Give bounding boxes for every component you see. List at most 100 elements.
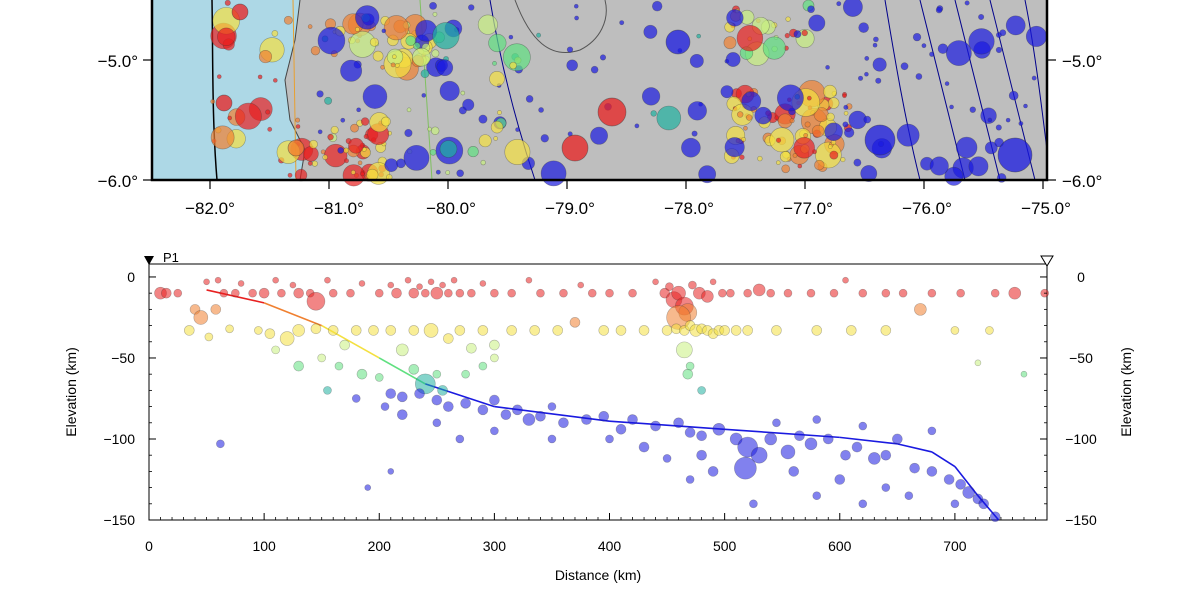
event-point <box>709 278 717 286</box>
event-point <box>327 325 339 336</box>
map-event <box>217 27 236 47</box>
event-point <box>264 328 276 339</box>
y-axis-label-left: Elevation (km) <box>63 347 79 436</box>
map-event <box>921 43 927 49</box>
lon-label-4: −79.0° <box>545 199 595 218</box>
event-point <box>339 339 351 351</box>
map-event <box>478 114 488 124</box>
map-event <box>413 42 421 50</box>
event-point <box>210 304 222 315</box>
map-event <box>462 98 475 111</box>
map-event <box>964 0 970 6</box>
map-event <box>287 139 305 157</box>
profile-panel: P1 0 100 200 300 400 500 600 700 0 0 −50 −50 −100 −10… <box>63 250 1134 583</box>
y-tick-label-right: −100 <box>1065 431 1097 447</box>
event-point <box>408 364 420 375</box>
map-event <box>825 65 830 70</box>
map-event <box>741 137 747 142</box>
map-event <box>489 71 505 87</box>
map-event <box>384 158 399 172</box>
map-event <box>968 28 995 55</box>
map-event <box>864 124 896 156</box>
event-point <box>880 449 892 461</box>
event-point <box>173 288 183 298</box>
map-event <box>793 136 815 159</box>
map-event <box>431 49 440 58</box>
event-point <box>914 303 927 316</box>
event-point <box>396 409 408 420</box>
event-point <box>450 276 458 284</box>
event-point <box>985 326 994 335</box>
map-contour-6 <box>1024 0 1048 151</box>
event-point <box>374 373 384 382</box>
event-point <box>627 414 638 425</box>
map-event <box>540 134 549 143</box>
map-event <box>215 94 233 112</box>
map-event <box>307 160 313 166</box>
event-point <box>780 444 796 460</box>
event-point <box>840 449 851 461</box>
event-point <box>909 462 920 474</box>
event-point <box>858 288 868 298</box>
map-event <box>875 77 882 84</box>
map-event <box>357 160 363 166</box>
map-event <box>872 57 887 72</box>
event-point <box>204 332 214 342</box>
map-contour-2 <box>884 0 921 181</box>
event-point <box>522 413 536 426</box>
map-event <box>504 139 531 165</box>
event-point <box>665 282 674 291</box>
event-point <box>990 288 1000 298</box>
map-event <box>792 153 798 158</box>
event-point <box>577 281 585 289</box>
map-event <box>743 125 748 131</box>
map-event <box>736 24 764 52</box>
map-event <box>311 160 318 167</box>
event-point <box>432 369 442 379</box>
event-point <box>387 468 395 475</box>
map-event <box>502 43 531 72</box>
map-event <box>929 51 935 57</box>
event-point <box>892 433 903 445</box>
x-tick-label: 500 <box>713 538 737 554</box>
event-point <box>771 325 782 336</box>
map-event <box>467 145 479 158</box>
slab-curve-segment <box>263 302 322 327</box>
map-event <box>619 20 625 26</box>
map-event <box>1018 121 1024 126</box>
event-point <box>749 499 758 509</box>
event-point <box>638 441 650 453</box>
map-event <box>698 165 717 184</box>
map-event <box>844 127 855 138</box>
event-point <box>962 486 976 499</box>
map-event <box>310 46 321 56</box>
map-event <box>739 154 745 160</box>
lon-label-7: −76.0° <box>902 199 952 218</box>
slab-curve-segment <box>931 451 956 468</box>
map-event <box>460 90 466 96</box>
map-event <box>307 24 313 29</box>
map-event <box>984 141 998 155</box>
event-point <box>391 287 402 299</box>
profile-axes: 0 100 200 300 400 500 600 700 0 0 −50 −50 −100 −100 −1… <box>103 269 1097 554</box>
map-event <box>1031 75 1037 81</box>
event-point <box>989 511 1001 523</box>
event-point <box>829 288 839 298</box>
map-event <box>566 46 574 53</box>
map-event <box>811 124 825 138</box>
event-point <box>974 359 982 367</box>
event-point <box>467 288 476 298</box>
map-event <box>987 117 993 123</box>
map-event <box>1005 15 1026 36</box>
event-point <box>364 484 372 491</box>
y-tick-label-left: 0 <box>127 269 135 285</box>
event-point <box>842 276 849 284</box>
map-event <box>757 155 763 162</box>
map-event <box>390 62 396 68</box>
profile-frame <box>148 263 1048 521</box>
map-event <box>287 172 293 178</box>
event-point <box>581 414 592 425</box>
map-event <box>995 124 1002 131</box>
map-event <box>317 26 346 55</box>
